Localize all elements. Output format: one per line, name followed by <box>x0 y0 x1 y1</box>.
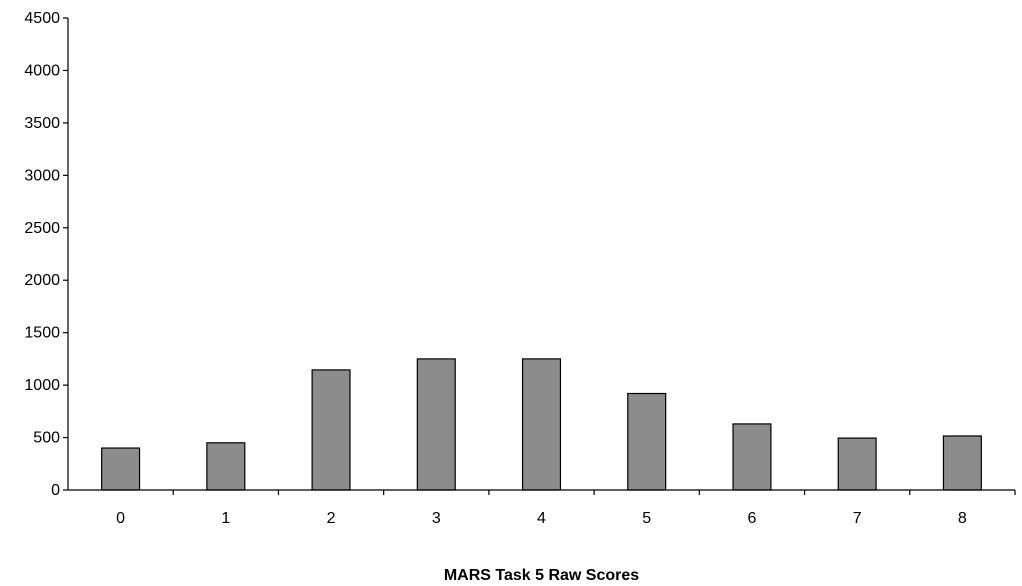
bar-1 <box>206 442 246 491</box>
y-tick-label: 500 <box>33 430 60 447</box>
bar-6 <box>732 423 772 491</box>
x-tick-label: 5 <box>642 510 651 527</box>
x-tick-label: 6 <box>747 510 756 527</box>
y-tick-label: 2000 <box>24 272 60 289</box>
y-tick-label: 1000 <box>24 377 60 394</box>
x-tick-label: 7 <box>853 510 862 527</box>
x-tick-label: 2 <box>327 510 336 527</box>
y-tick-label: 4500 <box>24 10 60 27</box>
x-tick-label: 4 <box>537 510 546 527</box>
y-tick-label: 2500 <box>24 220 60 237</box>
x-axis-ticks: 0 1 2 3 4 5 6 7 8 <box>116 490 1016 527</box>
bar-2 <box>311 369 351 491</box>
x-tick-label: 3 <box>432 510 441 527</box>
x-tick-label: 0 <box>116 510 125 527</box>
bar-7 <box>837 437 877 491</box>
y-tick-label: 0 <box>51 482 60 499</box>
bar-4 <box>521 358 562 491</box>
bar-3 <box>416 358 456 491</box>
bars-group <box>101 358 982 491</box>
y-tick-label: 3000 <box>24 167 60 184</box>
x-tick-label: 8 <box>958 510 967 527</box>
bar-5 <box>627 392 667 491</box>
y-tick-label: 3500 <box>24 115 60 132</box>
y-tick-label: 1500 <box>24 325 60 342</box>
x-axis-title: MARS Task 5 Raw Scores <box>444 567 639 584</box>
y-tick-label: 4000 <box>24 62 60 79</box>
bar-8 <box>942 435 982 491</box>
y-axis-ticks: 0 500 1000 1500 2000 2500 3000 3500 4000 4500 <box>24 10 68 499</box>
bar-0 <box>101 447 141 491</box>
x-tick-label: 1 <box>221 510 230 527</box>
